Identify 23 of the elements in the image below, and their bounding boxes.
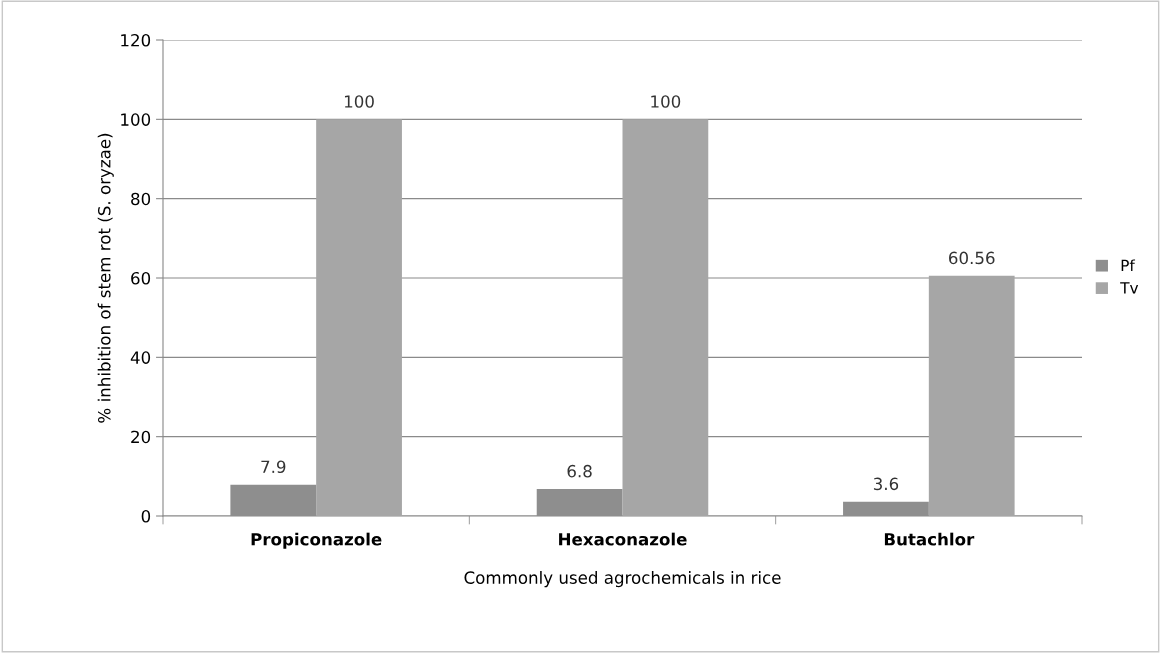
data-label: 100 [651, 95, 681, 108]
data-label: 100 [344, 95, 374, 108]
y-tick-label: 60 [131, 271, 151, 285]
x-tick-label: Propiconazole [251, 532, 382, 549]
data-label: 7.9 [261, 460, 286, 474]
data-label: 60.56 [949, 251, 995, 265]
data-label: 3.6 [873, 477, 899, 491]
bar [622, 119, 709, 516]
legend-label: Tv [1120, 282, 1139, 294]
y-axis-title: % inhibition of stem rot (S. oryzae) [97, 133, 114, 423]
x-tick-label: Butachlor [884, 532, 975, 546]
y-tick-label: 120 [121, 33, 151, 47]
data-label: 6.8 [567, 464, 592, 478]
y-tick-label: 20 [131, 430, 151, 444]
x-axis-title: Commonly used agrochemicals in rice [464, 571, 781, 588]
y-tick-label: 80 [131, 192, 151, 206]
y-tick-label: 100 [121, 113, 151, 126]
bar [928, 275, 1015, 516]
legend-label: Pf [1121, 259, 1136, 271]
bar [316, 119, 402, 516]
y-tick-label: 0 [141, 509, 151, 523]
x-tick-label: Hexaconazole [559, 532, 687, 546]
y-tick-label: 40 [130, 351, 151, 364]
